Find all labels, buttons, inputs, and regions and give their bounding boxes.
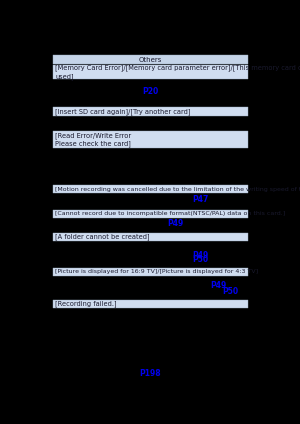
Text: Others: Others: [139, 56, 162, 62]
Text: P50: P50: [222, 287, 238, 296]
Text: [Read Error/Write Error
Please check the card]: [Read Error/Write Error Please check the…: [55, 132, 131, 147]
Text: P20: P20: [142, 86, 158, 95]
Text: P49: P49: [167, 220, 183, 229]
Text: [Picture is displayed for 16:9 TV]/[Picture is displayed for 4:3 TV]: [Picture is displayed for 16:9 TV]/[Pict…: [55, 270, 258, 274]
Text: P50: P50: [192, 254, 208, 263]
Text: [Motion recording was cancelled due to the limitation of the writing speed of th: [Motion recording was cancelled due to t…: [55, 187, 300, 192]
FancyBboxPatch shape: [53, 210, 248, 218]
Text: P47: P47: [192, 195, 208, 204]
FancyBboxPatch shape: [53, 65, 248, 79]
FancyBboxPatch shape: [53, 233, 248, 241]
Text: [Insert SD card again]/[Try another card]: [Insert SD card again]/[Try another card…: [55, 108, 190, 115]
FancyBboxPatch shape: [53, 55, 248, 64]
Text: [A folder cannot be created]: [A folder cannot be created]: [55, 234, 150, 240]
FancyBboxPatch shape: [53, 300, 248, 308]
FancyBboxPatch shape: [53, 268, 248, 276]
Text: [Recording failed.]: [Recording failed.]: [55, 301, 117, 307]
Text: [Cannot record due to incompatible format(NTSC/PAL) data on this card.]: [Cannot record due to incompatible forma…: [55, 212, 285, 217]
Text: P198: P198: [139, 368, 161, 377]
Text: P49: P49: [192, 251, 208, 259]
FancyBboxPatch shape: [53, 131, 248, 148]
FancyBboxPatch shape: [53, 185, 248, 193]
FancyBboxPatch shape: [53, 107, 248, 116]
Text: [Memory Card Error]/[Memory card parameter error]/[This memory card cannot be
us: [Memory Card Error]/[Memory card paramet…: [55, 64, 300, 80]
Text: P49: P49: [210, 281, 226, 290]
